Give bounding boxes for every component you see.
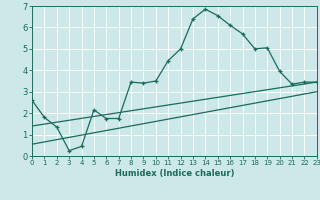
X-axis label: Humidex (Indice chaleur): Humidex (Indice chaleur)	[115, 169, 234, 178]
